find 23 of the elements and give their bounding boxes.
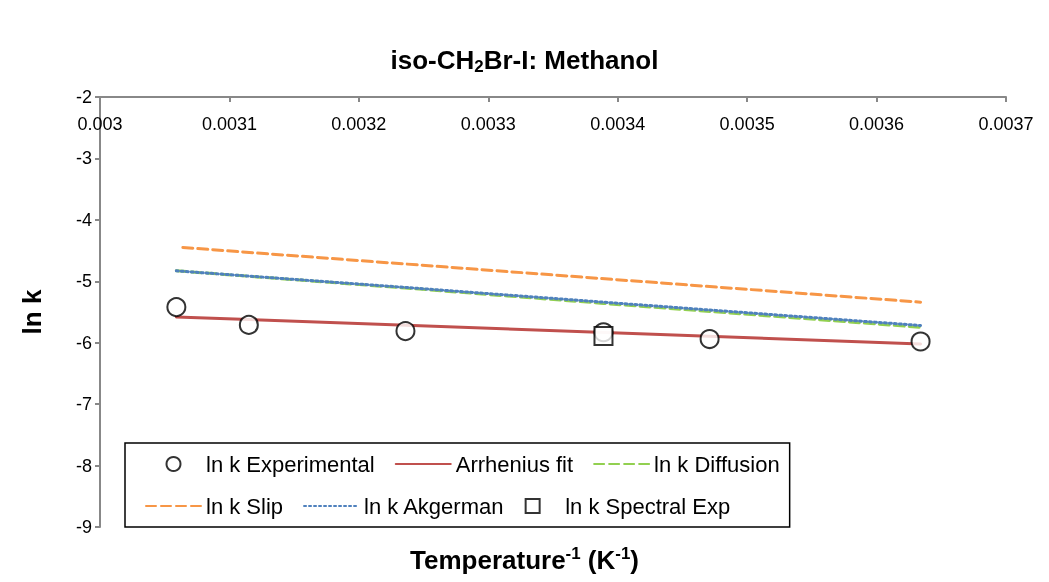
y-tick-label: -3 — [75, 148, 92, 169]
legend-label: ln k Akgerman — [364, 493, 504, 519]
legend-label: ln k Experimental — [206, 451, 375, 477]
y-tick-label: -9 — [75, 517, 92, 537]
legend-label: Arrhenius fit — [455, 451, 574, 477]
y-tick-label: -2 — [75, 87, 92, 107]
legend-label: ln k Diffusion — [654, 451, 780, 477]
y-tick-label: -5 — [75, 271, 92, 292]
x-tick-label: 0.0032 — [331, 114, 387, 134]
y-tick-label: -7 — [75, 394, 92, 415]
x-tick-label: 0.0037 — [978, 114, 1034, 134]
y-tick-label: -4 — [75, 209, 92, 230]
legend-label: ln k Spectral Exp — [565, 493, 731, 519]
x-tick-label: 0.0033 — [460, 114, 516, 134]
y-axis-title: ln k — [17, 289, 47, 335]
x-tick-label: 0.0034 — [590, 114, 646, 134]
x-tick-label: 0.0036 — [849, 114, 905, 134]
y-tick-label: -8 — [75, 455, 92, 476]
x-tick-label: 0.0031 — [201, 114, 257, 134]
y-tick-label: -6 — [75, 332, 92, 353]
x-tick-label: 0.0035 — [719, 114, 775, 134]
x-tick-label: 0.003 — [77, 114, 123, 134]
legend-label: ln k Slip — [206, 493, 284, 519]
